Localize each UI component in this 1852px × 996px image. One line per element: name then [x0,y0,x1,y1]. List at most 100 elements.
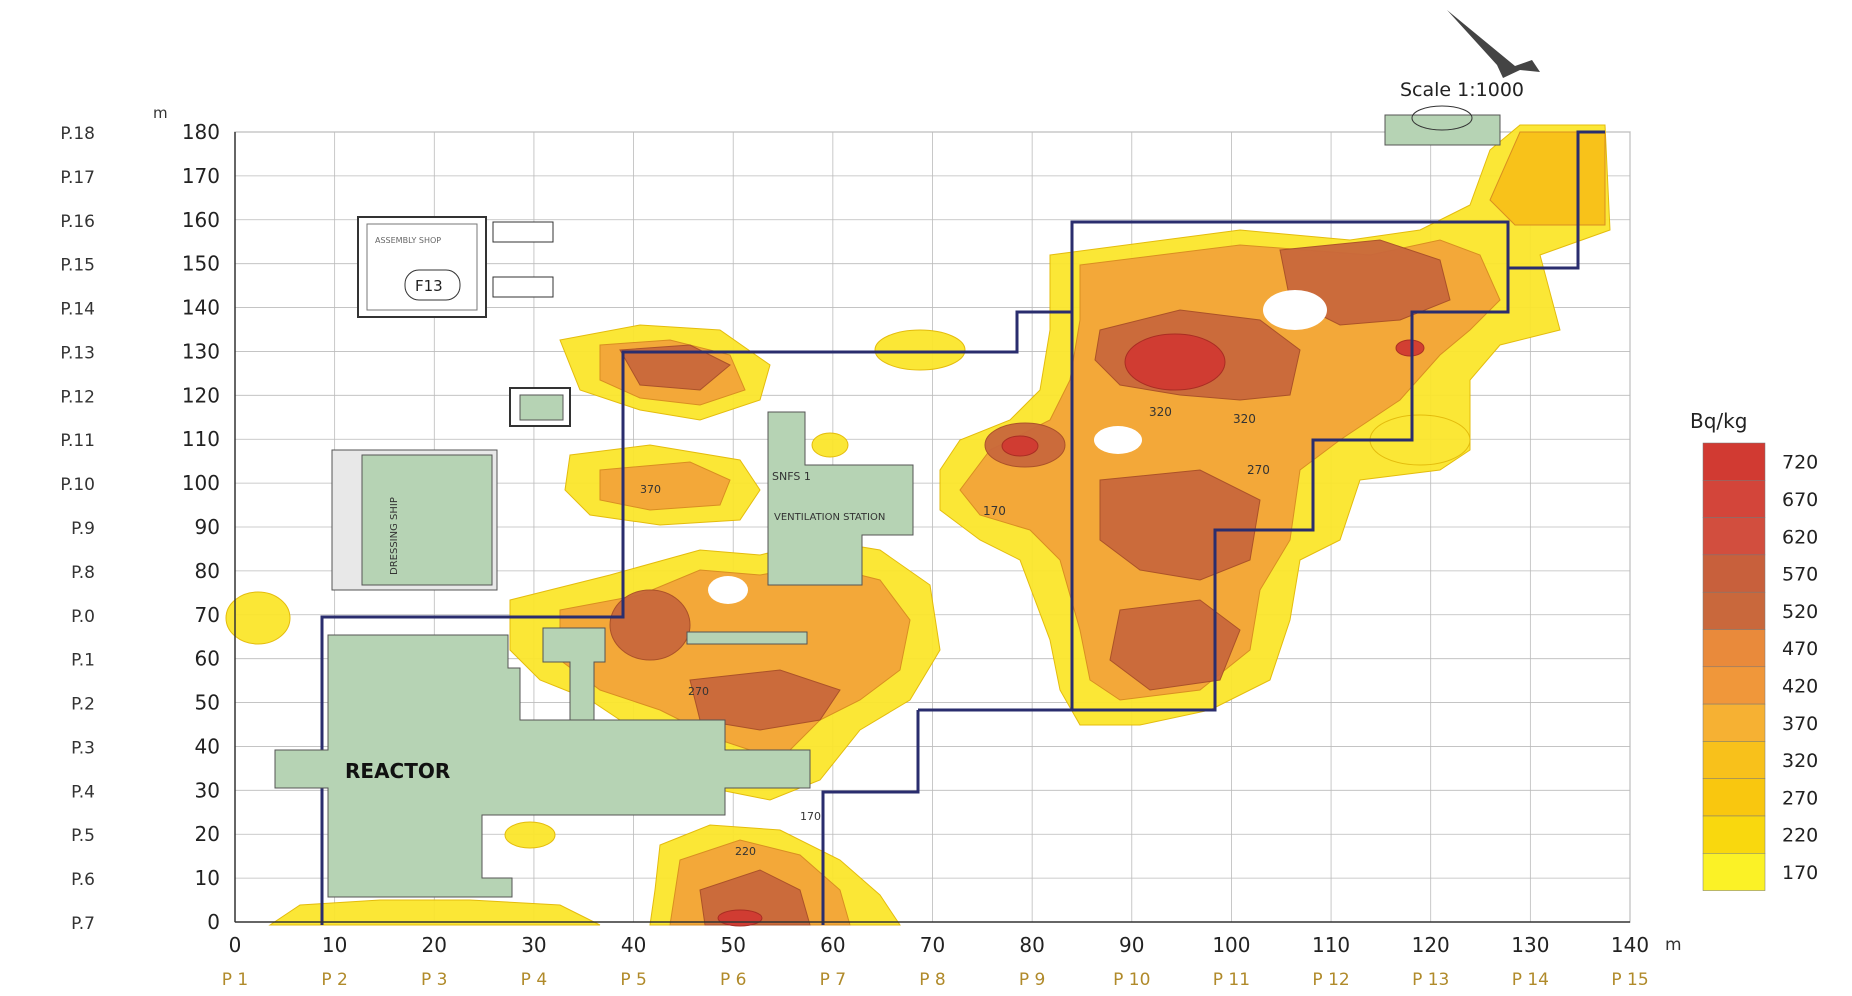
x-tick-labels: 0 10 20 30 40 50 60 70 80 90 100 110 120 130 140 [229,933,1649,957]
y-profile-label: P.12 [60,387,95,407]
legend-swatch [1702,629,1766,668]
y-tick-label: 150 [182,252,220,276]
x-profile-label: P 5 [620,970,646,990]
legend-level-label: 570 [1782,564,1818,586]
clean-spot-a [1263,290,1327,330]
y-profile-label: P.16 [60,212,95,232]
x-profile-label: P 15 [1611,970,1648,990]
legend-title: Bq/kg [1690,409,1747,433]
y-tick-label: 110 [182,427,220,451]
contour-zone-dark-low [1109,599,1241,691]
x-tick-label: 0 [229,933,242,957]
f13-label: F13 [415,277,443,295]
clean-spot-c [708,576,748,604]
x-tick-label: 60 [820,933,845,957]
y-tick-label: 10 [195,866,220,890]
contour-label-h: 170 [800,810,821,823]
x-unit-label: m [1665,935,1682,955]
site-boundary-line [320,130,1605,925]
reactor-annex [542,627,606,721]
legend-swatches: 720 670 620 570 520 470 420 370 320 270 220 170 [1702,442,1818,891]
pipe-structure [686,631,808,645]
y-tick-label: 20 [195,822,220,846]
contour-zone-dark-mid [1099,469,1261,581]
y-tick-label: 30 [195,778,220,802]
contour-label-a: 320 [1149,405,1172,419]
assembly-shop-label: ASSEMBLY SHOP [375,236,441,245]
hotspot-main [1124,333,1226,391]
y-tick-label: 100 [182,471,220,495]
contour-zone-spot-b [504,821,556,849]
y-tick-label: 140 [182,296,220,320]
x-tick-label: 110 [1312,933,1350,957]
y-profile-label: P.8 [71,563,95,583]
x-tick-label: 100 [1212,933,1250,957]
legend-swatch [1702,591,1766,630]
contour-zone-spot-a [874,329,966,371]
x-profile-label: P 9 [1019,970,1045,990]
legend-swatch [1702,480,1766,518]
snfs-label: SNFS 1 [772,470,811,483]
x-profile-label: P 6 [720,970,746,990]
legend-level-label: 370 [1782,713,1818,735]
contour-zone-spot-d [811,432,849,458]
ventilation-building [767,411,914,586]
y-tick-label: 180 [182,120,220,144]
dressing-shop-building [361,454,493,586]
x-profile-label: P 12 [1312,970,1349,990]
dressing-shop-label: DRESSING SHIP [389,497,400,575]
x-tick-label: 80 [1019,933,1044,957]
y-profile-label: P.3 [71,738,95,758]
north-arrow-icon [1447,10,1540,78]
y-tick-label: 70 [195,603,220,627]
x-profile-label: P 10 [1113,970,1150,990]
y-tick-label: 40 [195,734,220,758]
y-profile-label: P.2 [71,695,95,715]
contour-zone-bottom-left [268,899,601,926]
legend-level-label: 470 [1782,638,1818,660]
small-building-b [492,276,554,298]
contour-zone-left-spot [225,591,291,645]
y-tick-label: 160 [182,208,220,232]
y-profile-label: P.7 [71,914,95,934]
x-profile-label: P 13 [1412,970,1449,990]
y-tick-label: 170 [182,164,220,188]
x-tick-label: 140 [1611,933,1649,957]
legend-swatch [1702,442,1766,481]
reactor-building [274,634,811,898]
contour-label-g: 220 [735,845,756,858]
x-profile-label: P 8 [919,970,945,990]
x-profile-label: P 3 [421,970,447,990]
contour-label-b: 320 [1233,412,1256,426]
contour-zone-dark-spot [609,589,691,661]
x-tick-label: 50 [720,933,745,957]
contour-label-e: 370 [640,483,661,496]
y-profile-label: P.11 [60,431,95,451]
y-profile-label: P.14 [60,300,95,320]
ventilation-label: VENTILATION STATION [774,512,885,523]
y-tick-labels: 0 10 20 30 40 50 60 70 80 90 100 110 120 130 140 150 160… [182,120,220,934]
y-profile-label: P.17 [60,168,95,188]
y-profile-label: P.15 [60,256,95,276]
legend-swatch [1702,666,1766,705]
legend-swatch [1702,517,1766,556]
legend-level-label: 670 [1782,489,1818,511]
y-profile-labels: P.18 P.17 P.16 P.15 P.14 P.13 P.12 P.11 P.10 P.9 P… [60,124,95,934]
small-building-c-inner [519,394,564,421]
y-profile-label: P.13 [60,343,95,363]
x-profile-label: P 7 [820,970,846,990]
y-tick-label: 90 [195,515,220,539]
f13-badge [404,269,461,301]
x-tick-label: 90 [1119,933,1144,957]
legend-level-label: 170 [1782,862,1818,884]
contamination-layer [225,124,1611,927]
legend-swatch [1702,815,1766,854]
x-tick-label: 70 [920,933,945,957]
x-tick-label: 30 [521,933,546,957]
y-tick-label: 0 [207,910,220,934]
legend-swatch [1702,778,1766,817]
y-tick-label: 50 [195,691,220,715]
x-tick-label: 10 [322,933,347,957]
x-profile-label: P 1 [222,970,248,990]
